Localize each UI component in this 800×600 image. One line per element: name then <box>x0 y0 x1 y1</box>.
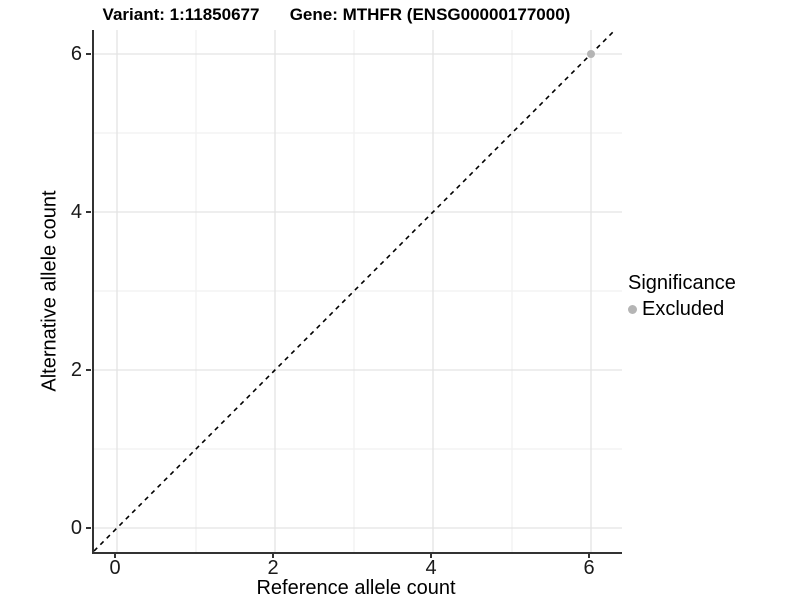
legend-item-label: Excluded <box>642 298 725 320</box>
plot-title-variant: Variant: 1:11850677 <box>102 5 260 24</box>
y-tick-mark <box>86 369 91 371</box>
x-axis-label: Reference allele count <box>256 577 456 599</box>
x-tick-mark <box>430 553 432 558</box>
x-tick-label: 4 <box>425 557 437 579</box>
y-tick-mark <box>86 53 91 55</box>
data-point <box>587 50 595 58</box>
legend-item: Excluded <box>628 297 736 321</box>
x-tick-mark <box>272 553 274 558</box>
y-tick-label: 6 <box>70 43 82 65</box>
plot-title-gene: Gene: MTHFR (ENSG00000177000) <box>289 5 571 24</box>
x-tick-mark <box>114 553 116 558</box>
y-tick-mark <box>86 211 91 213</box>
x-tick-label: 0 <box>109 557 121 579</box>
x-tick-label: 6 <box>583 557 595 579</box>
plot-panel <box>92 30 622 554</box>
legend: Significance Excluded <box>628 271 736 321</box>
identity-reference-line <box>94 30 616 552</box>
y-tick-mark <box>86 527 91 529</box>
legend-title: Significance <box>628 272 736 294</box>
x-tick-label: 2 <box>267 557 279 579</box>
legend-point-icon <box>628 304 637 314</box>
x-tick-mark <box>588 553 590 558</box>
y-tick-label: 4 <box>70 201 82 223</box>
y-axis-label: Alternative allele count <box>38 190 61 392</box>
plot-canvas <box>94 30 622 552</box>
y-tick-label: 0 <box>70 517 82 539</box>
y-tick-label: 2 <box>70 359 82 381</box>
